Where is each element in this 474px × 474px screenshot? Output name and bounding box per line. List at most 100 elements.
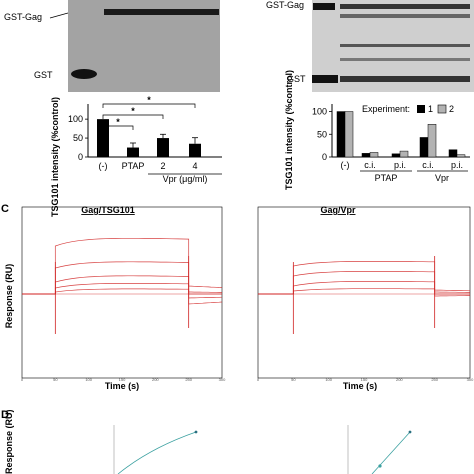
- sensorgram-left-frame: [21, 206, 223, 379]
- right-blot-band3: [340, 44, 470, 47]
- panel-d-right-point-low: [378, 464, 382, 468]
- sensorgram-left-ylabel: Response (RU): [4, 264, 14, 329]
- left-bar-ytick-label: 0: [78, 152, 83, 162]
- right-bar-bar: [448, 149, 458, 158]
- sensorgram-right-curve: [258, 288, 470, 295]
- right-blot-label-gst: GST: [287, 74, 306, 84]
- panel-d-right-fit-line: [371, 431, 411, 474]
- sensorgram-right-xlabel: Time (s): [343, 381, 377, 391]
- left-blot-marker-line: [49, 12, 69, 19]
- panel-letter-d: D: [1, 409, 9, 421]
- sensorgram-left-curve: [22, 261, 223, 299]
- panel-d-left-ylabel: Response (RU): [4, 409, 14, 474]
- right-bar-legend-swatch-1: [417, 105, 425, 113]
- right-bar-xlabel: p.i.: [451, 160, 463, 170]
- sensorgram-right-xtick-label: 50: [291, 377, 296, 382]
- sensorgram-right-frame: [257, 206, 471, 379]
- right-bar-bar: [419, 137, 429, 158]
- left-bar-sig-star: *: [147, 95, 151, 105]
- left-bar-ytick-label: 100: [68, 114, 83, 124]
- right-bar-group-ptap: PTAP: [375, 173, 398, 183]
- left-bar-sig-bracket: [102, 103, 196, 108]
- sensorgram-left: Gag/TSG101 Response (RU) Time (s) 0 50 100…: [4, 205, 226, 391]
- right-bar-ytick-label: 100: [312, 107, 327, 117]
- sensorgram-left-curve: [22, 288, 222, 295]
- right-bar-xlabel: c.i.: [422, 160, 434, 170]
- left-blot-label-gst: GST: [34, 70, 53, 80]
- left-bar-sig-star: *: [116, 117, 120, 127]
- sensorgram-right-xtick-label: 100: [325, 377, 332, 382]
- right-bar-ylabel-text: TSG101 intensity (%control): [284, 70, 294, 190]
- right-bar-legend-title: Experiment:: [362, 104, 410, 114]
- panel-d-right-point: [408, 430, 412, 434]
- sensorgram-right-curves: 0 50 100 150 200 250 300: [257, 256, 474, 382]
- left-bar-bar: [157, 138, 169, 157]
- sensorgram-right-xtick-label: 0: [257, 377, 260, 382]
- right-bar-bars: [336, 111, 466, 158]
- left-bar-ylabel: TSG101 intensity (%control): [50, 97, 60, 217]
- right-bar-yticks: 0 50 100: [312, 107, 332, 162]
- right-bar-legend-swatch-2: [437, 104, 447, 114]
- panel-d-right: [347, 425, 412, 474]
- right-blot-gag-band: [340, 4, 470, 9]
- right-bar-ytick-label: 0: [322, 152, 327, 162]
- left-bar-xlabel: (-): [99, 161, 108, 171]
- sensorgram-left-curve: [22, 237, 223, 305]
- sensorgram-left-xtick-label: 200: [152, 377, 159, 382]
- right-bar-legend: Experiment: 1 2: [362, 104, 454, 114]
- right-blot-lane1-top: [313, 3, 335, 10]
- left-blot-label-gst-gag: GST-Gag: [4, 12, 42, 22]
- left-bar-yticks: 0 50 100: [68, 114, 88, 162]
- left-blot-gst-band: [71, 69, 97, 79]
- left-bar-sig-bracket: [102, 114, 164, 119]
- left-bar-xlabel: 2: [160, 161, 165, 171]
- sensorgram-right-title: Gag/Vpr: [320, 205, 356, 215]
- right-bar-ytick-label: 50: [317, 129, 327, 139]
- left-bar-ylabel-text: TSG101 intensity (%control): [50, 97, 60, 217]
- sensorgram-right-xtick-label: 250: [431, 377, 438, 382]
- right-blot-label-gst-gag: GST-Gag: [266, 0, 304, 10]
- right-bar-xlabel: (-): [341, 160, 350, 170]
- left-bar-group-label: Vpr (μg/ml): [163, 174, 208, 184]
- sensorgram-right-xtick-label: 300: [467, 377, 474, 382]
- sensorgram-right-xtick-label: 200: [396, 377, 403, 382]
- left-bar-sig-star: *: [131, 106, 135, 116]
- sensorgram-left-curve: [22, 275, 223, 295]
- right-bar-bar: [456, 154, 466, 158]
- left-bar-xlabel: PTAP: [122, 161, 145, 171]
- sensorgram-right-curve: [258, 271, 470, 295]
- left-bar-chart: TSG101 intensity (%control) 0 50 100 * * * (…: [50, 95, 222, 217]
- left-blot-gag-band: [104, 9, 219, 15]
- left-bar-bar: [189, 143, 201, 157]
- left-bar-bar: [97, 119, 109, 157]
- sensorgram-left-xtick-label: 300: [219, 377, 226, 382]
- sensorgram-left-curve: [22, 283, 222, 295]
- sensorgram-left-curves: 0 50 100 150 200 250 300: [21, 237, 226, 382]
- right-bar-xlabels: (-) c.i. p.i. c.i. p.i.: [341, 160, 464, 170]
- right-bar-chart: TSG101 intensity (%control) 0 50 100 (-) c.…: [284, 70, 470, 190]
- sensorgram-right-curve: [258, 261, 471, 295]
- right-bar-ylabel: TSG101 intensity (%control): [284, 70, 294, 190]
- right-bar-xlabel: c.i.: [364, 160, 376, 170]
- sensorgram-left-xtick-label: 100: [85, 377, 92, 382]
- left-bar-significance: * * *: [102, 95, 196, 130]
- left-bar-xlabel: 4: [192, 161, 197, 171]
- right-bar-bar: [336, 111, 346, 158]
- sensorgram-left-xtick-label: 250: [185, 377, 192, 382]
- sensorgram-left-title: Gag/TSG101: [81, 205, 135, 215]
- right-blot-band4: [340, 58, 470, 61]
- right-bar-bar: [369, 152, 379, 158]
- sensorgram-right-curve: [258, 281, 470, 297]
- panel-d-left-point: [194, 430, 198, 434]
- right-blot-band2: [340, 14, 470, 18]
- panel-d-left-fit-line: [117, 431, 197, 474]
- right-blot-gst-lane1: [312, 75, 338, 83]
- right-bar-legend-label-2: 2: [449, 104, 454, 114]
- panel-d-left: Response (RU): [4, 409, 198, 474]
- left-bar-xlabels: (-) PTAP 2 4: [99, 161, 198, 171]
- right-bar-bar: [361, 153, 371, 158]
- right-blot-gst-band: [340, 76, 470, 82]
- left-bar-bars: [97, 119, 201, 157]
- left-bar-bar: [127, 147, 139, 157]
